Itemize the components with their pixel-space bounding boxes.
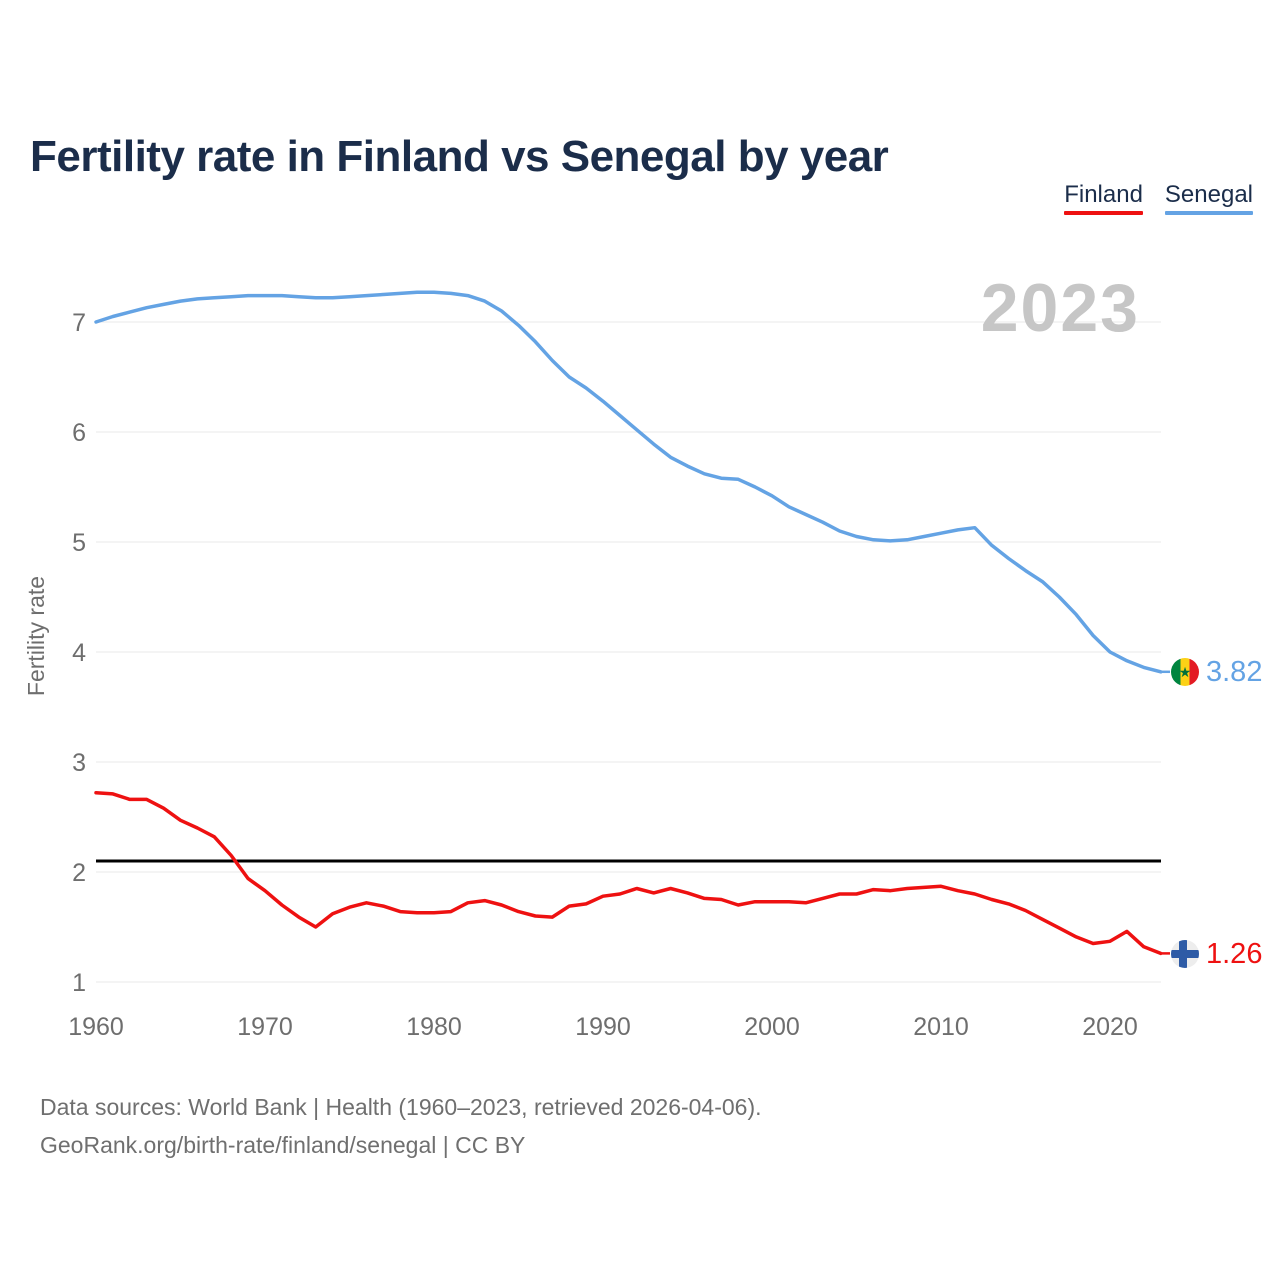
- x-tick-label: 1960: [68, 1013, 124, 1041]
- footer: Data sources: World Bank | Health (1960–…: [40, 1088, 762, 1164]
- series-line-senegal: [94, 290, 1163, 674]
- legend-item-senegal[interactable]: Senegal: [1164, 181, 1253, 215]
- footer-attribution-line: GeoRank.org/birth-rate/finland/senegal |…: [40, 1132, 526, 1158]
- page-title: Fertility rate in Finland vs Senegal by …: [30, 132, 889, 182]
- y-tick-label: 3: [72, 749, 86, 777]
- y-tick-label: 7: [72, 309, 86, 337]
- y-axis-title: Fertility rate: [23, 576, 49, 696]
- legend-label-senegal: Senegal: [1164, 181, 1253, 208]
- legend-item-finland[interactable]: Finland: [1064, 182, 1143, 215]
- y-tick-label: 6: [72, 419, 86, 447]
- legend-swatch-senegal: [1164, 211, 1253, 215]
- legend: Finland Senegal: [1064, 182, 1253, 215]
- y-tick-label: 1: [72, 969, 86, 997]
- senegal-flag-icon: ★: [1171, 658, 1199, 686]
- y-tick-label: 2: [72, 859, 86, 887]
- x-tick-label: 2000: [744, 1013, 800, 1041]
- legend-swatch-finland: [1064, 211, 1143, 215]
- finland-flag-icon: [1171, 940, 1199, 968]
- year-watermark: 2023: [980, 270, 1140, 346]
- footer-sources-line: Data sources: World Bank | Health (1960–…: [40, 1094, 762, 1120]
- x-tick-label: 2010: [913, 1013, 969, 1041]
- y-tick-label: 5: [72, 529, 86, 557]
- series-line-finland: [94, 791, 1163, 956]
- senegal-end-value: 3.82: [1206, 656, 1263, 688]
- y-tick-label: 4: [72, 639, 86, 667]
- x-tick-label: 2020: [1082, 1013, 1138, 1041]
- x-tick-label: 1970: [237, 1013, 293, 1041]
- senegal-star-icon: ★: [1178, 664, 1192, 680]
- x-tick-label: 1990: [575, 1013, 631, 1041]
- finland-end-value: 1.26: [1206, 938, 1263, 970]
- legend-label-finland: Finland: [1064, 181, 1143, 208]
- x-tick-label: 1980: [406, 1013, 462, 1041]
